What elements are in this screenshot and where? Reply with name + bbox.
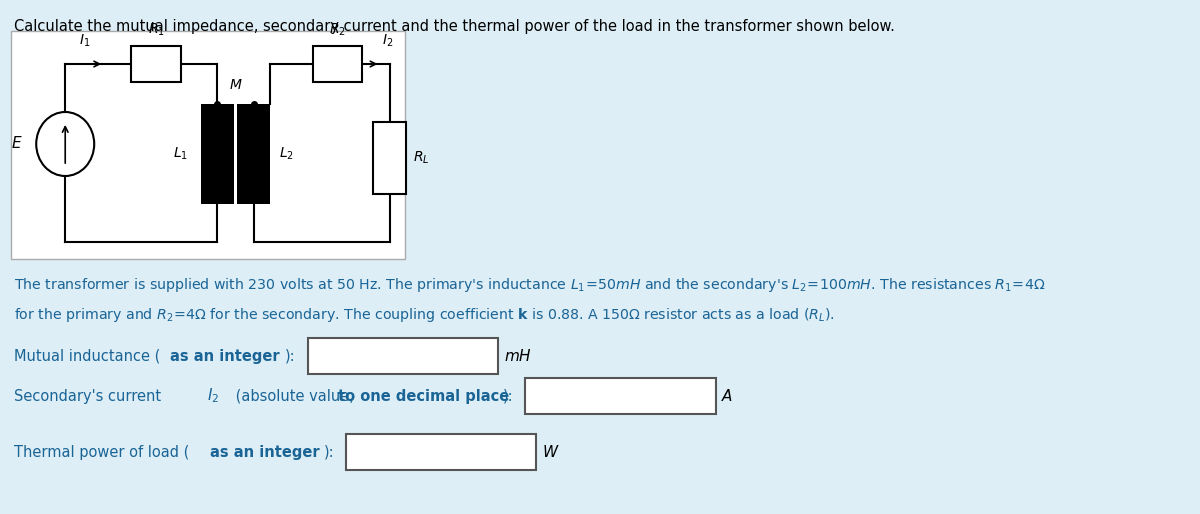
FancyBboxPatch shape: [346, 434, 536, 470]
Text: $L_1$: $L_1$: [173, 146, 187, 162]
Text: ):: ):: [324, 445, 335, 460]
FancyBboxPatch shape: [526, 378, 715, 414]
Text: for the primary and $R_2\!=\!4\Omega$ for the secondary. The coupling coefficien: for the primary and $R_2\!=\!4\Omega$ fo…: [13, 306, 834, 324]
Text: E: E: [12, 137, 22, 152]
FancyBboxPatch shape: [308, 338, 498, 374]
FancyBboxPatch shape: [11, 31, 404, 259]
Text: M: M: [229, 78, 241, 92]
Text: $R_2$: $R_2$: [329, 22, 346, 38]
Bar: [202, 104, 234, 204]
Text: $I_1$: $I_1$: [78, 32, 90, 49]
Text: $I_2$: $I_2$: [382, 32, 394, 49]
Text: $L_2$: $L_2$: [278, 146, 294, 162]
Text: $R_L$: $R_L$: [413, 150, 430, 166]
Text: ):: ):: [286, 348, 296, 363]
Text: $A$: $A$: [721, 388, 733, 404]
Text: Calculate the mutual impedance, secondary current and the thermal power of the l: Calculate the mutual impedance, secondar…: [13, 19, 894, 34]
Text: The transformer is supplied with 230 volts at 50 Hz. The primary's inductance $L: The transformer is supplied with 230 vol…: [13, 276, 1045, 294]
Bar: [373, 122, 406, 194]
Text: $I_2$: $I_2$: [206, 387, 218, 406]
Circle shape: [36, 112, 95, 176]
Text: $mH$: $mH$: [504, 348, 532, 364]
Text: $W$: $W$: [541, 444, 559, 460]
Text: as an integer: as an integer: [170, 348, 280, 363]
Text: (absolute value,: (absolute value,: [230, 389, 359, 403]
Text: as an integer: as an integer: [210, 445, 319, 460]
Bar: [312, 46, 362, 82]
Text: Thermal power of load (: Thermal power of load (: [13, 445, 188, 460]
Text: $R_1$: $R_1$: [148, 22, 164, 38]
Text: Secondary's current: Secondary's current: [13, 389, 166, 403]
Text: to one decimal place: to one decimal place: [338, 389, 509, 403]
Text: Mutual inductance (: Mutual inductance (: [13, 348, 160, 363]
Bar: [131, 46, 181, 82]
Text: ):: ):: [503, 389, 514, 403]
Bar: [238, 104, 270, 204]
